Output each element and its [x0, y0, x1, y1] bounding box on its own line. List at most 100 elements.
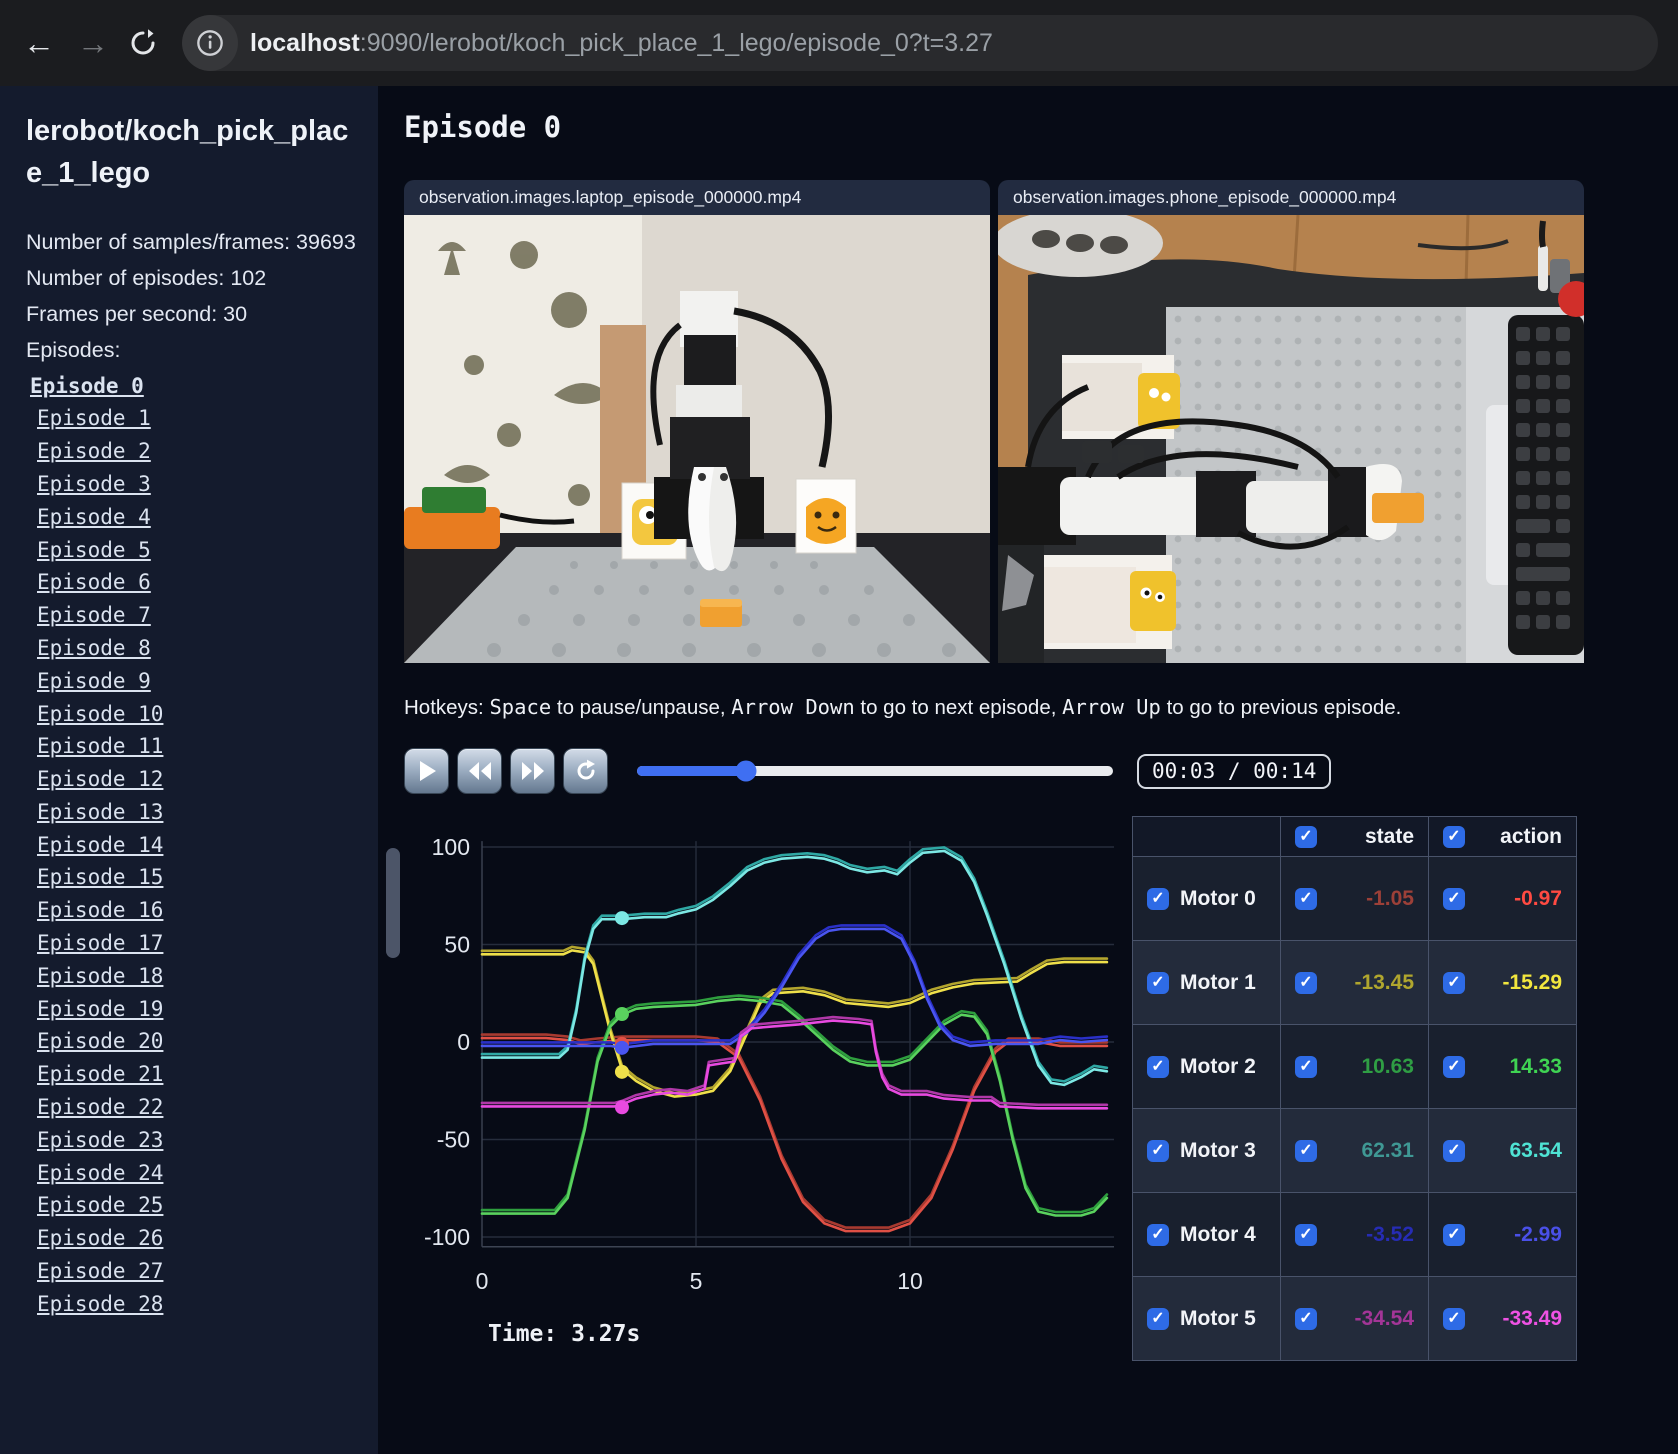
- seek-fill: [637, 766, 747, 776]
- svg-text:0: 0: [476, 1268, 489, 1294]
- episode-link-episode-12[interactable]: Episode 12: [37, 767, 164, 792]
- episode-link-episode-17[interactable]: Episode 17: [37, 931, 164, 956]
- checkbox[interactable]: ✓: [1295, 1223, 1317, 1246]
- episode-link-episode-8[interactable]: Episode 8: [37, 635, 151, 660]
- reload-icon[interactable]: [128, 28, 166, 58]
- motor-2-action-value: 14.33: [1509, 1054, 1562, 1078]
- back-icon[interactable]: ←: [23, 24, 55, 61]
- checkbox[interactable]: ✓: [1443, 825, 1465, 848]
- episode-link-episode-16[interactable]: Episode 16: [37, 898, 164, 923]
- episode-link-episode-25[interactable]: Episode 25: [37, 1193, 164, 1218]
- episode-link-episode-4[interactable]: Episode 4: [37, 504, 151, 529]
- episode-link-episode-1[interactable]: Episode 1: [37, 406, 151, 431]
- video-phone-frame: [998, 215, 1584, 663]
- motor-row-4: ✓ Motor 4 ✓ -3.52 ✓ -2.99: [1132, 1192, 1577, 1277]
- seek-thumb[interactable]: [735, 760, 757, 782]
- checkbox[interactable]: ✓: [1443, 1055, 1465, 1078]
- svg-text:-100: -100: [424, 1224, 470, 1250]
- checkbox[interactable]: ✓: [1443, 1307, 1465, 1330]
- episode-link-episode-14[interactable]: Episode 14: [37, 832, 164, 857]
- seek-track[interactable]: [637, 766, 1113, 776]
- main-panel: Episode 0 observation.images.laptop_epis…: [378, 86, 1678, 1454]
- dataset-info: Number of samples/frames: 39693 Number o…: [26, 224, 358, 368]
- episode-link-episode-22[interactable]: Episode 22: [37, 1095, 164, 1120]
- episode-link-episode-3[interactable]: Episode 3: [37, 471, 151, 496]
- video-laptop-label: observation.images.laptop_episode_000000…: [404, 180, 990, 215]
- rewind-button[interactable]: [457, 748, 502, 794]
- video-row: observation.images.laptop_episode_000000…: [404, 180, 1678, 663]
- motor-row-2: ✓ Motor 2 ✓ 10.63 ✓ 14.33: [1132, 1024, 1577, 1109]
- episode-link-episode-7[interactable]: Episode 7: [37, 603, 151, 628]
- checkbox[interactable]: ✓: [1295, 887, 1317, 910]
- episode-link-episode-18[interactable]: Episode 18: [37, 963, 164, 988]
- column-header-action: action: [1500, 824, 1562, 848]
- fast-forward-button[interactable]: [510, 748, 555, 794]
- page-info-icon[interactable]: [182, 15, 238, 71]
- episode-link-episode-11[interactable]: Episode 11: [37, 734, 164, 759]
- video-phone[interactable]: observation.images.phone_episode_000000.…: [998, 180, 1584, 663]
- checkbox[interactable]: ✓: [1443, 971, 1465, 994]
- checkbox[interactable]: ✓: [1147, 887, 1169, 910]
- video-laptop[interactable]: observation.images.laptop_episode_000000…: [404, 180, 990, 663]
- motor-3-state-value: 62.31: [1361, 1138, 1414, 1162]
- hotkey-space: Space: [489, 695, 552, 719]
- seek-slider[interactable]: [637, 760, 1113, 782]
- episode-link-episode-20[interactable]: Episode 20: [37, 1029, 164, 1054]
- motor-5-action-value: -33.49: [1502, 1306, 1562, 1330]
- hotkey-arrow-down: Arrow Down: [731, 695, 855, 719]
- checkbox[interactable]: ✓: [1295, 1055, 1317, 1078]
- episodes-label: Episodes:: [26, 338, 121, 363]
- episode-link-episode-2[interactable]: Episode 2: [37, 439, 151, 464]
- episode-link-episode-21[interactable]: Episode 21: [37, 1062, 164, 1087]
- episode-link-episode-28[interactable]: Episode 28: [37, 1291, 164, 1316]
- motor-label: Motor 2: [1180, 1054, 1256, 1078]
- checkbox[interactable]: ✓: [1147, 1223, 1169, 1246]
- motor-label: Motor 1: [1180, 970, 1256, 994]
- episode-link-episode-23[interactable]: Episode 23: [37, 1127, 164, 1152]
- checkbox[interactable]: ✓: [1295, 1307, 1317, 1330]
- checkbox[interactable]: ✓: [1443, 1223, 1465, 1246]
- episode-link-episode-10[interactable]: Episode 10: [37, 701, 164, 726]
- checkbox[interactable]: ✓: [1147, 1139, 1169, 1162]
- checkbox[interactable]: ✓: [1147, 1307, 1169, 1330]
- svg-text:0: 0: [457, 1029, 470, 1055]
- episode-link-episode-6[interactable]: Episode 6: [37, 570, 151, 595]
- motor-label: Motor 5: [1180, 1306, 1256, 1330]
- episode-link-episode-19[interactable]: Episode 19: [37, 996, 164, 1021]
- loop-button[interactable]: [563, 748, 608, 794]
- motor-chart[interactable]: 100 50 0 -50 -100 0 5 10 Time: 3.27s: [404, 810, 1128, 1347]
- motor-1-state-value: -13.45: [1354, 970, 1414, 994]
- url-host: localhost: [250, 28, 360, 57]
- forward-icon[interactable]: →: [77, 24, 109, 61]
- episode-link-episode-9[interactable]: Episode 9: [37, 668, 151, 693]
- motor-0-state-value: -1.05: [1366, 886, 1414, 910]
- play-button[interactable]: [404, 748, 449, 794]
- motor-1-action-value: -15.29: [1502, 970, 1562, 994]
- hotkeys-mid1: to pause/unpause,: [551, 696, 732, 719]
- episode-link-episode-26[interactable]: Episode 26: [37, 1226, 164, 1251]
- episode-link-episode-0[interactable]: Episode 0: [30, 373, 144, 398]
- motor-row-3: ✓ Motor 3 ✓ 62.31 ✓ 63.54: [1132, 1108, 1577, 1193]
- url-path: :9090/lerobot/koch_pick_place_1_lego/epi…: [359, 28, 993, 57]
- scroll-handle[interactable]: [386, 848, 400, 958]
- checkbox[interactable]: ✓: [1443, 887, 1465, 910]
- motor-4-state-value: -3.52: [1366, 1222, 1414, 1246]
- checkbox[interactable]: ✓: [1295, 825, 1317, 848]
- checkbox[interactable]: ✓: [1147, 971, 1169, 994]
- checkbox[interactable]: ✓: [1443, 1139, 1465, 1162]
- browser-toolbar: ← → localhost:9090/lerobot/koch_pick_pla…: [0, 0, 1678, 86]
- episode-link-episode-15[interactable]: Episode 15: [37, 865, 164, 890]
- checkbox[interactable]: ✓: [1295, 1139, 1317, 1162]
- svg-text:10: 10: [897, 1268, 923, 1294]
- episode-link-episode-5[interactable]: Episode 5: [37, 537, 151, 562]
- motor-row-0: ✓ Motor 0 ✓ -1.05 ✓ -0.97: [1132, 856, 1577, 941]
- checkbox[interactable]: ✓: [1295, 971, 1317, 994]
- episode-link-episode-27[interactable]: Episode 27: [37, 1259, 164, 1284]
- episode-link-episode-13[interactable]: Episode 13: [37, 799, 164, 824]
- address-bar[interactable]: localhost:9090/lerobot/koch_pick_place_1…: [182, 15, 1658, 71]
- checkbox[interactable]: ✓: [1147, 1055, 1169, 1078]
- motor-table: ✓ state ✓ action ✓ Motor 0 ✓ -1.05 ✓ -0.97 ✓ Motor …: [1132, 816, 1577, 1361]
- svg-text:-50: -50: [437, 1127, 470, 1153]
- episode-link-episode-24[interactable]: Episode 24: [37, 1160, 164, 1185]
